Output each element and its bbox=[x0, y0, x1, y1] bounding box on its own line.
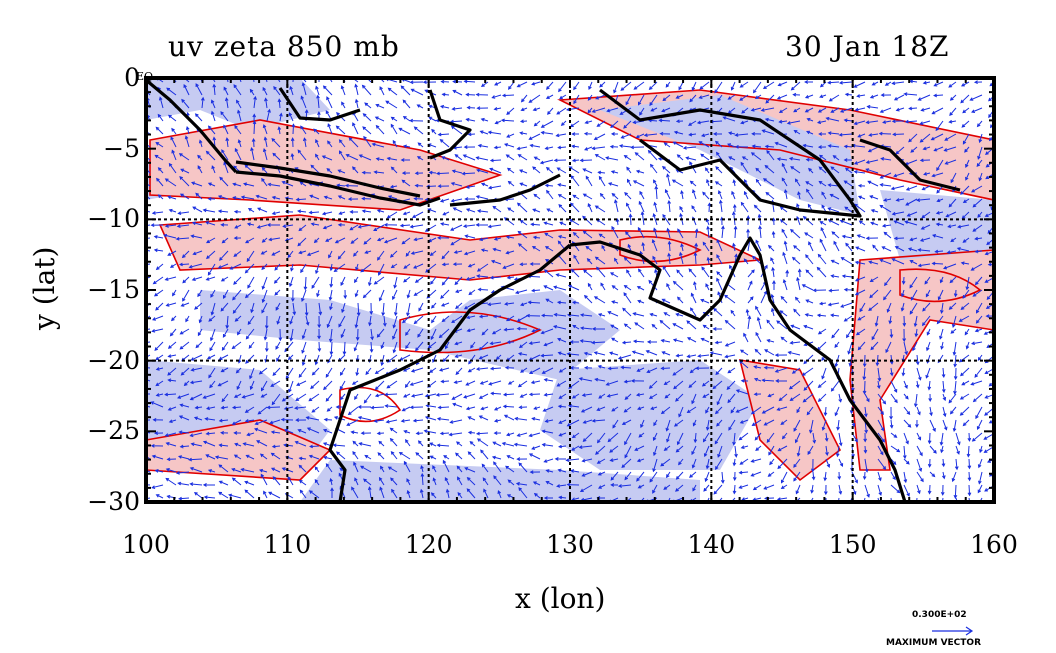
vorticity-field bbox=[146, 78, 994, 502]
y-tick-label: −25 bbox=[87, 416, 140, 446]
sumatra-coastline bbox=[146, 78, 238, 174]
coastlines bbox=[146, 78, 961, 502]
negative-vorticity-region bbox=[880, 190, 994, 260]
maximum-vector-arrow bbox=[932, 626, 974, 636]
x-tick-label: 100 bbox=[122, 530, 170, 559]
vorticity-contour bbox=[738, 359, 842, 482]
x-tick-label: 110 bbox=[263, 530, 312, 559]
lesser-sunda-coastline bbox=[449, 173, 561, 207]
y-tick-label: −10 bbox=[87, 204, 140, 234]
chart-timestamp: 30 Jan 18Z bbox=[785, 30, 950, 63]
java-coastline bbox=[235, 170, 441, 207]
vorticity-contour bbox=[149, 119, 503, 211]
vorticity-contour bbox=[339, 386, 402, 423]
y-axis-label: y (lat) bbox=[28, 246, 61, 330]
negative-vorticity-region bbox=[146, 78, 330, 130]
vorticity-contours bbox=[146, 89, 994, 482]
positive-vorticity-region bbox=[740, 360, 840, 480]
y-tick-label: 0 bbox=[124, 63, 140, 92]
x-tick-label: 160 bbox=[970, 530, 1018, 559]
y-tick-label: −5 bbox=[103, 133, 140, 163]
vorticity-contour bbox=[557, 89, 994, 201]
gridlines bbox=[146, 78, 994, 502]
max-vector-value: 0.300E+02 bbox=[912, 610, 967, 620]
new-guinea-coastline bbox=[859, 138, 961, 192]
vorticity-contour bbox=[619, 235, 702, 263]
chart-title: uv zeta 850 mb bbox=[168, 30, 400, 63]
new-guinea-coastline bbox=[599, 88, 862, 218]
max-vector-label: MAXIMUM VECTOR bbox=[886, 638, 982, 648]
negative-vorticity-region bbox=[600, 95, 860, 215]
y-tick-label: −20 bbox=[87, 345, 140, 375]
equator-label: EQ bbox=[136, 70, 154, 83]
y-tick-label: −30 bbox=[87, 487, 140, 516]
x-tick-label: 130 bbox=[546, 530, 594, 559]
vorticity-contour bbox=[146, 419, 332, 481]
axis-ticks bbox=[145, 77, 995, 503]
positive-vorticity-region bbox=[850, 250, 994, 470]
x-tick-label: 140 bbox=[687, 530, 736, 559]
x-tick-label: 120 bbox=[404, 530, 453, 559]
negative-vorticity-region bbox=[300, 460, 700, 502]
positive-vorticity-region bbox=[150, 120, 500, 210]
sulawesi-coastline bbox=[428, 89, 472, 160]
australia-coastline bbox=[569, 236, 907, 502]
x-axis-label: x (lon) bbox=[515, 582, 606, 615]
vorticity-contour bbox=[899, 268, 982, 303]
borneo-coastline bbox=[278, 87, 361, 122]
vorticity-contour bbox=[158, 214, 764, 281]
negative-vorticity-region bbox=[540, 360, 760, 470]
australia-coastline bbox=[328, 243, 572, 502]
y-tick-label: −15 bbox=[87, 275, 140, 304]
negative-vorticity-region bbox=[200, 290, 620, 380]
x-tick-label: 150 bbox=[828, 530, 877, 559]
java-coastline bbox=[235, 160, 421, 198]
